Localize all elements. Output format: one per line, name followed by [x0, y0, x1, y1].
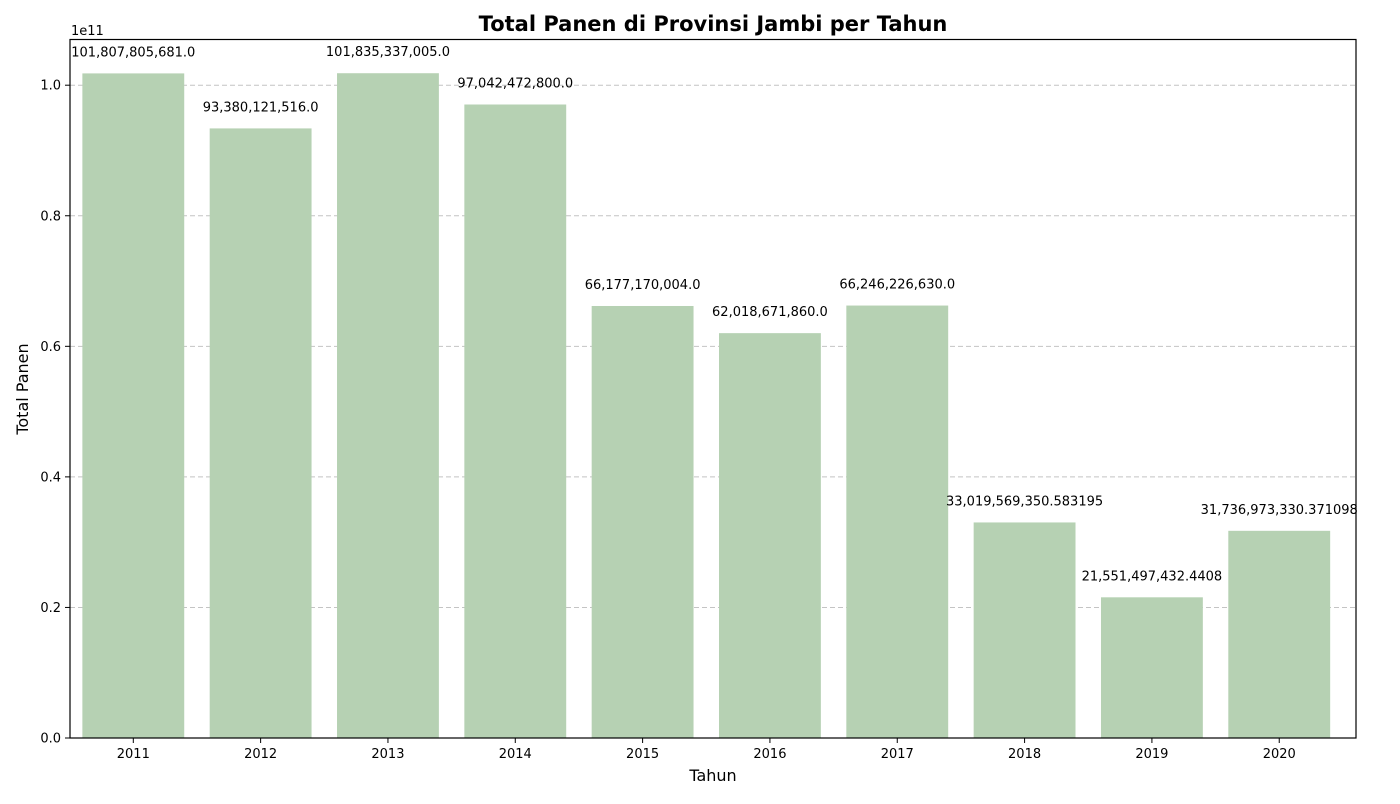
- y-tick-label: 0.6: [40, 340, 61, 355]
- chart-title: Total Panen di Provinsi Jambi per Tahun: [479, 12, 948, 36]
- y-axis-label: Total Panen: [13, 343, 32, 435]
- x-tick-label-2011: 2011: [117, 747, 150, 762]
- y-tick-label: 0.2: [40, 601, 61, 616]
- y-tick-label: 0.4: [40, 470, 61, 485]
- x-tick-label-2016: 2016: [753, 747, 786, 762]
- y-axis-ticks: 0.0 0.2 0.4 0.6 0.8 1.0: [40, 79, 70, 747]
- bar-2014: [464, 104, 567, 738]
- x-tick-label-2013: 2013: [371, 747, 404, 762]
- data-label-2015: 66,177,170,004.0: [585, 278, 701, 293]
- bar-2016: [719, 333, 821, 738]
- data-label-2013: 101,835,337,005.0: [326, 45, 450, 60]
- bar-2011: [82, 73, 185, 738]
- x-tick-label-2019: 2019: [1135, 747, 1168, 762]
- bar-2018: [973, 522, 1076, 738]
- bar-2017: [846, 305, 949, 738]
- bars: [82, 73, 1331, 739]
- data-label-2016: 62,018,671,860.0: [712, 305, 828, 320]
- data-label-2020: 31,736,973,330.371098: [1201, 503, 1358, 518]
- data-label-2014: 97,042,472,800.0: [457, 77, 573, 92]
- x-tick-label-2020: 2020: [1263, 747, 1296, 762]
- x-tick-label-2017: 2017: [881, 747, 914, 762]
- x-tick-label-2015: 2015: [626, 747, 659, 762]
- y-tick-label: 0.8: [40, 209, 61, 224]
- y-tick-label: 1.0: [40, 79, 61, 94]
- x-tick-label-2018: 2018: [1008, 747, 1041, 762]
- x-tick-label-2012: 2012: [244, 747, 277, 762]
- bar-2012: [209, 128, 312, 738]
- bar-2013: [337, 73, 439, 739]
- y-axis-offset-label: 1e11: [71, 24, 104, 39]
- x-axis-ticks: 2011 2012 2013 2014 2015 2016 2017 2018 2019 2020: [117, 738, 1296, 762]
- plot-frame: [69, 38, 1357, 739]
- bar-2020: [1228, 530, 1331, 738]
- data-labels: 101,807,805,681.0 93,380,121,516.0 101,835…: [71, 45, 1358, 584]
- bar-2019: [1100, 597, 1203, 738]
- data-label-2017: 66,246,226,630.0: [839, 278, 955, 293]
- data-label-2012: 93,380,121,516.0: [203, 100, 319, 115]
- data-label-2018: 33,019,569,350.583195: [946, 494, 1103, 509]
- x-axis-label: Tahun: [688, 766, 736, 785]
- data-label-2019: 21,551,497,432.4408: [1082, 569, 1223, 584]
- y-tick-label: 0.0: [40, 732, 61, 747]
- x-tick-label-2014: 2014: [499, 747, 532, 762]
- data-label-2011: 101,807,805,681.0: [71, 45, 195, 60]
- bar-2015: [591, 305, 694, 738]
